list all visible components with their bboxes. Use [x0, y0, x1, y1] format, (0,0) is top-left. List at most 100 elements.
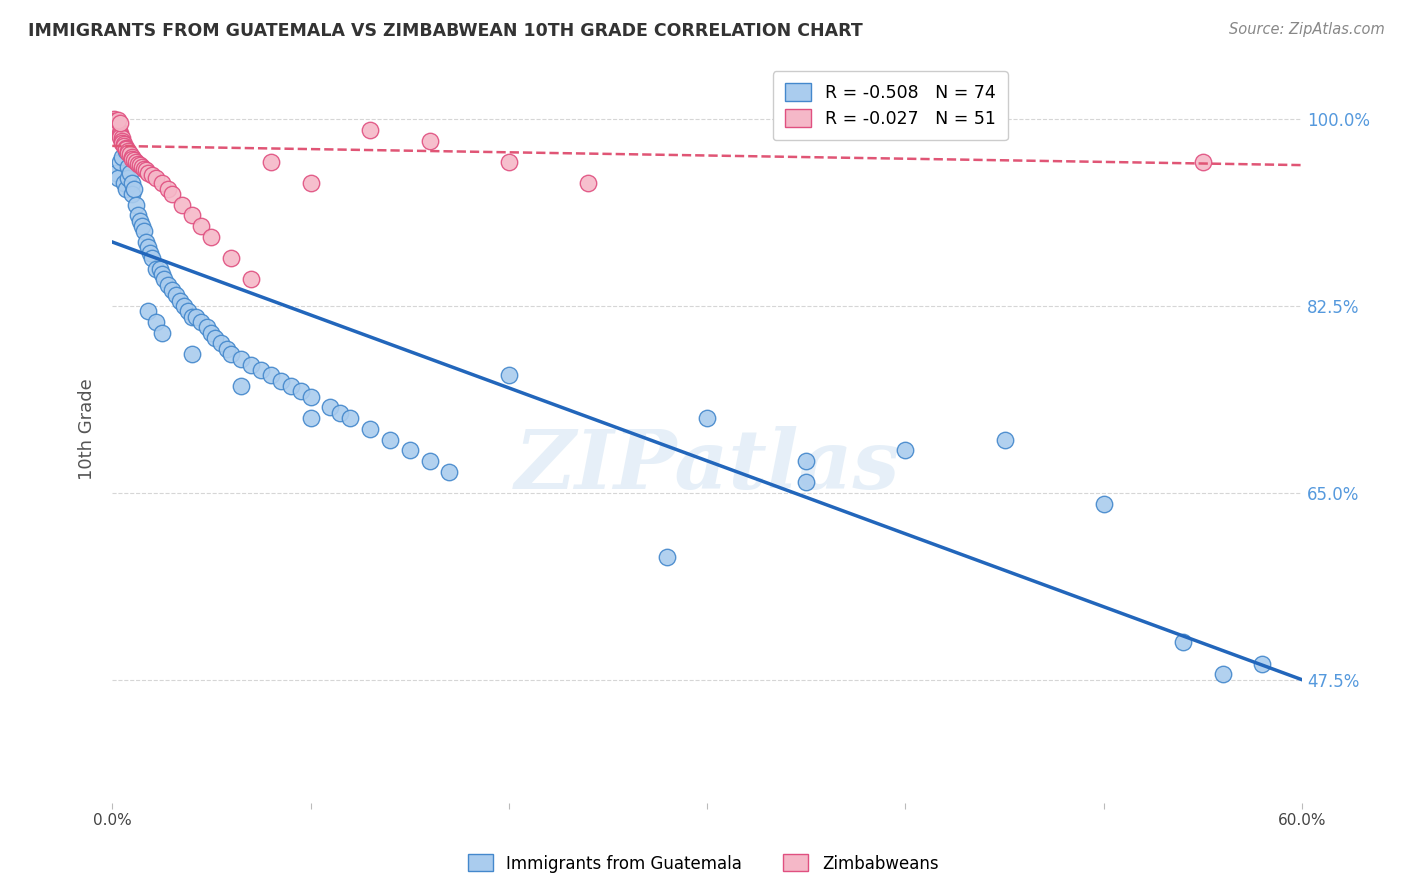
- Point: [1192, 155, 1215, 169]
- Point: [105, 118, 128, 132]
- Point: [894, 443, 917, 458]
- Point: [299, 411, 322, 425]
- Point: [111, 131, 134, 145]
- Point: [794, 475, 817, 490]
- Text: IMMIGRANTS FROM GUATEMALA VS ZIMBABWEAN 10TH GRADE CORRELATION CHART: IMMIGRANTS FROM GUATEMALA VS ZIMBABWEAN …: [28, 22, 863, 40]
- Point: [139, 245, 162, 260]
- Point: [217, 342, 239, 356]
- Point: [329, 406, 352, 420]
- Point: [112, 136, 135, 151]
- Point: [209, 336, 232, 351]
- Point: [108, 126, 131, 140]
- Point: [150, 326, 173, 340]
- Point: [141, 251, 163, 265]
- Point: [136, 165, 159, 179]
- Point: [378, 433, 401, 447]
- Point: [111, 150, 134, 164]
- Point: [145, 261, 167, 276]
- Point: [197, 320, 219, 334]
- Point: [190, 219, 212, 233]
- Point: [498, 155, 520, 169]
- Point: [111, 136, 134, 150]
- Point: [1092, 497, 1115, 511]
- Point: [169, 293, 191, 308]
- Point: [180, 310, 202, 324]
- Point: [576, 176, 599, 190]
- Point: [439, 465, 461, 479]
- Point: [180, 208, 202, 222]
- Point: [121, 186, 143, 201]
- Point: [120, 147, 142, 161]
- Point: [141, 168, 163, 182]
- Point: [240, 358, 263, 372]
- Point: [103, 114, 125, 128]
- Point: [219, 347, 242, 361]
- Point: [1251, 657, 1274, 671]
- Point: [121, 150, 143, 164]
- Point: [418, 454, 440, 468]
- Point: [120, 165, 142, 179]
- Point: [107, 170, 129, 185]
- Point: [160, 186, 183, 201]
- Point: [122, 153, 145, 167]
- Point: [150, 176, 173, 190]
- Point: [107, 123, 129, 137]
- Point: [657, 549, 679, 564]
- Point: [108, 130, 131, 145]
- Point: [231, 352, 253, 367]
- Legend: R = -0.508   N = 74, R = -0.027   N = 51: R = -0.508 N = 74, R = -0.027 N = 51: [773, 71, 1008, 140]
- Point: [260, 368, 283, 383]
- Point: [231, 379, 253, 393]
- Point: [150, 267, 173, 281]
- Point: [290, 384, 312, 399]
- Point: [1212, 667, 1234, 681]
- Point: [129, 213, 152, 227]
- Point: [156, 181, 179, 195]
- Point: [184, 310, 207, 324]
- Text: Source: ZipAtlas.com: Source: ZipAtlas.com: [1229, 22, 1385, 37]
- Point: [204, 331, 226, 345]
- Point: [145, 170, 167, 185]
- Point: [359, 123, 381, 137]
- Point: [180, 347, 202, 361]
- Point: [398, 443, 420, 458]
- Point: [108, 128, 131, 143]
- Point: [121, 176, 143, 190]
- Point: [112, 139, 135, 153]
- Point: [105, 115, 128, 129]
- Point: [156, 277, 179, 292]
- Point: [135, 235, 157, 249]
- Point: [418, 134, 440, 148]
- Point: [240, 272, 263, 286]
- Point: [112, 176, 135, 190]
- Point: [794, 454, 817, 468]
- Point: [170, 197, 193, 211]
- Point: [125, 155, 148, 169]
- Point: [105, 165, 128, 179]
- Point: [145, 315, 167, 329]
- Point: [107, 113, 129, 128]
- Point: [160, 283, 183, 297]
- Point: [200, 326, 222, 340]
- Point: [498, 368, 520, 383]
- Point: [117, 160, 139, 174]
- Point: [270, 374, 292, 388]
- Point: [105, 120, 128, 134]
- Point: [135, 163, 157, 178]
- Y-axis label: 10th Grade: 10th Grade: [79, 378, 96, 480]
- Point: [131, 219, 153, 233]
- Text: ZIPatlas: ZIPatlas: [515, 426, 900, 506]
- Point: [132, 224, 155, 238]
- Point: [127, 157, 149, 171]
- Point: [111, 134, 134, 148]
- Point: [319, 401, 342, 415]
- Point: [121, 152, 143, 166]
- Point: [359, 422, 381, 436]
- Point: [127, 208, 149, 222]
- Point: [117, 170, 139, 185]
- Point: [1171, 635, 1194, 649]
- Point: [176, 304, 198, 318]
- Point: [149, 261, 172, 276]
- Point: [299, 176, 322, 190]
- Point: [173, 299, 195, 313]
